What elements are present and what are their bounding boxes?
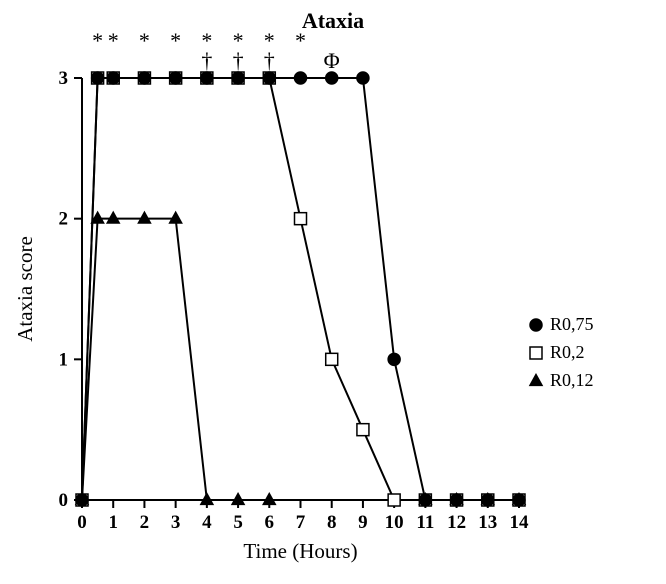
data-point — [326, 353, 338, 365]
x-tick-label: 8 — [327, 512, 337, 533]
data-point — [263, 72, 275, 84]
x-tick-label: 13 — [478, 512, 497, 533]
y-tick-label: 1 — [59, 349, 69, 370]
data-point — [357, 424, 369, 436]
data-point — [201, 72, 213, 84]
x-tick-label: 12 — [447, 512, 466, 533]
legend-label: R0,2 — [550, 342, 585, 362]
annotation-asterisk: * — [295, 28, 306, 53]
annotation-dagger: † — [233, 48, 244, 73]
x-tick-label: 5 — [233, 512, 243, 533]
data-point — [201, 494, 213, 505]
annotation-dagger: † — [264, 48, 275, 73]
data-point — [76, 494, 88, 506]
data-point — [295, 72, 307, 84]
data-point — [138, 212, 150, 223]
annotation-asterisk: * — [92, 28, 103, 53]
legend-label: R0,75 — [550, 314, 594, 334]
data-point — [263, 494, 275, 505]
data-point — [295, 213, 307, 225]
series-line — [82, 78, 519, 500]
x-tick-label: 4 — [202, 512, 212, 533]
x-axis-title: Time (Hours) — [243, 539, 357, 563]
series-markers — [76, 72, 525, 506]
annotation-asterisk: * — [139, 28, 150, 53]
data-point — [232, 494, 244, 505]
x-tick-label: 3 — [171, 512, 181, 533]
x-tick-label: 6 — [265, 512, 275, 533]
series-line — [82, 78, 519, 500]
x-tick-label: 0 — [77, 512, 87, 533]
series-markers — [76, 72, 525, 506]
data-point — [357, 72, 369, 84]
x-tick-label: 1 — [108, 512, 118, 533]
data-point — [170, 212, 182, 223]
data-point — [388, 353, 400, 365]
x-tick-label: 10 — [385, 512, 404, 533]
data-point — [138, 72, 150, 84]
annotation-asterisk: * — [170, 28, 181, 53]
data-point — [232, 72, 244, 84]
data-point — [451, 494, 463, 506]
y-tick-label: 0 — [59, 490, 69, 511]
annotation-asterisk: * — [108, 28, 119, 53]
y-tick-label: 3 — [59, 68, 69, 89]
data-point — [92, 72, 104, 84]
series-markers — [76, 212, 525, 504]
data-point — [107, 72, 119, 84]
data-point — [530, 375, 542, 386]
series-line — [82, 219, 519, 500]
data-point — [419, 494, 431, 506]
data-point — [513, 494, 525, 506]
data-point — [530, 347, 542, 359]
data-point — [107, 212, 119, 223]
x-tick-label: 7 — [296, 512, 306, 533]
data-point — [326, 72, 338, 84]
data-point — [530, 319, 542, 331]
data-point — [482, 494, 494, 506]
y-tick-label: 2 — [59, 209, 69, 230]
annotation-phi: Φ — [324, 48, 340, 73]
x-tick-label: 11 — [416, 512, 434, 533]
legend-label: R0,12 — [550, 370, 594, 390]
x-tick-label: 14 — [510, 512, 530, 533]
x-tick-label: 2 — [140, 512, 150, 533]
annotation-dagger: † — [201, 48, 212, 73]
data-point — [170, 72, 182, 84]
y-axis-title: Ataxia score — [13, 236, 37, 342]
x-tick-label: 9 — [358, 512, 368, 533]
data-point — [388, 494, 400, 506]
ataxia-chart: 012345678910111213140123Time (Hours)Atax… — [0, 0, 666, 584]
